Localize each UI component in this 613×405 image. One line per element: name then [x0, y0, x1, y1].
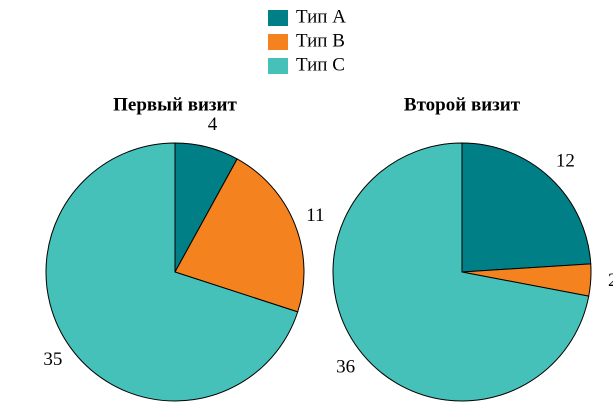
- data-label: 12: [556, 150, 575, 171]
- pie-slice: [332, 142, 590, 402]
- pie-slice: [461, 142, 592, 273]
- chart-title: Первый визит: [113, 94, 237, 115]
- pie-slice: [174, 158, 305, 313]
- data-label: 2: [608, 270, 613, 291]
- legend-label: Тип A: [296, 6, 346, 27]
- data-label: 4: [208, 114, 218, 135]
- data-label: 35: [43, 349, 62, 370]
- chart-title: Второй визит: [404, 94, 521, 115]
- pie-slice: [45, 142, 299, 402]
- legend-swatch: [268, 10, 288, 26]
- legend-swatch: [268, 58, 288, 74]
- legend-swatch: [268, 34, 288, 50]
- legend-label: Тип C: [296, 54, 345, 75]
- data-label: 36: [336, 357, 355, 378]
- legend-label: Тип B: [296, 30, 345, 51]
- data-label: 11: [306, 205, 324, 226]
